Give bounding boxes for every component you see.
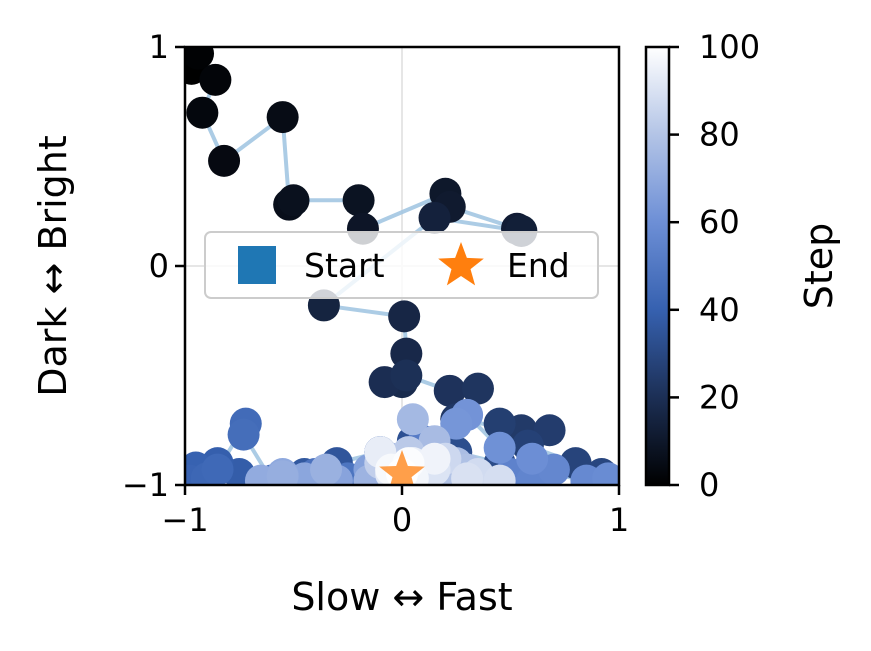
x-tick-label: 1 <box>609 501 629 539</box>
y-tick-label: −1 <box>122 466 169 504</box>
trajectory-point <box>418 442 451 475</box>
trajectory-point <box>440 407 473 440</box>
trajectory-points <box>185 47 619 485</box>
y-tick-label: 0 <box>149 247 169 285</box>
trajectory-point <box>396 403 429 436</box>
end-star-icon <box>379 450 425 485</box>
plot-area: −1 0 1 −1 0 1 Slow ↔ Fast Dark ↔ Bright <box>31 28 629 619</box>
trajectory-point <box>388 300 421 333</box>
trajectory-point <box>516 442 549 475</box>
trajectory-point <box>592 462 619 485</box>
trajectory-point <box>199 63 232 96</box>
colorbar-tick-label: 60 <box>699 203 740 241</box>
trajectory-point <box>483 431 516 464</box>
colorbar-tick-label: 100 <box>699 28 760 66</box>
trajectory-point <box>483 407 516 440</box>
colorbar-tick-label: 80 <box>699 116 740 154</box>
trajectory-point <box>461 372 494 405</box>
trajectory-point <box>208 144 241 177</box>
y-axis-ticks: −1 0 1 <box>122 28 185 504</box>
trajectory-point <box>201 453 234 485</box>
y-tick-label: 1 <box>149 28 169 66</box>
x-axis-label: Slow ↔ Fast <box>291 575 512 619</box>
legend-box <box>204 231 599 299</box>
legend-start-label: Start <box>304 246 385 285</box>
colorbar-tick-label: 40 <box>699 291 740 329</box>
end-marker <box>379 450 425 485</box>
legend-end-star-icon <box>438 242 484 286</box>
x-tick-label: −1 <box>161 501 208 539</box>
legend-start-marker <box>238 246 276 284</box>
trajectory-point <box>483 464 516 485</box>
trajectory-point <box>390 359 423 392</box>
trajectory-point <box>277 184 310 217</box>
colorbar: 0 20 40 60 80 100 Step <box>644 28 841 504</box>
x-axis-ticks: −1 0 1 <box>161 485 629 539</box>
trajectory-point <box>451 462 484 485</box>
trajectory-series <box>185 47 619 485</box>
trajectory-point <box>390 337 423 370</box>
colorbar-tick-label: 0 <box>699 466 719 504</box>
trajectory-point <box>266 101 299 134</box>
trajectory-point <box>186 96 219 129</box>
trajectory-point <box>433 374 466 407</box>
trajectory-point <box>418 201 451 234</box>
colorbar-ticks: 0 20 40 60 80 100 <box>669 28 760 504</box>
x-tick-label: 0 <box>392 501 412 539</box>
trajectory-point <box>185 47 215 70</box>
legend-end-label: End <box>507 246 570 285</box>
colorbar-label: Step <box>797 223 841 310</box>
trajectory-point <box>227 418 260 451</box>
colorbar-gradient <box>644 45 671 487</box>
trajectory-point <box>310 453 343 485</box>
trajectory-point <box>342 184 375 217</box>
legend: Start End <box>204 231 599 299</box>
y-axis-label: Dark ↔ Bright <box>31 135 75 397</box>
trajectory-point <box>266 460 299 485</box>
colorbar-tick-label: 20 <box>699 378 740 416</box>
